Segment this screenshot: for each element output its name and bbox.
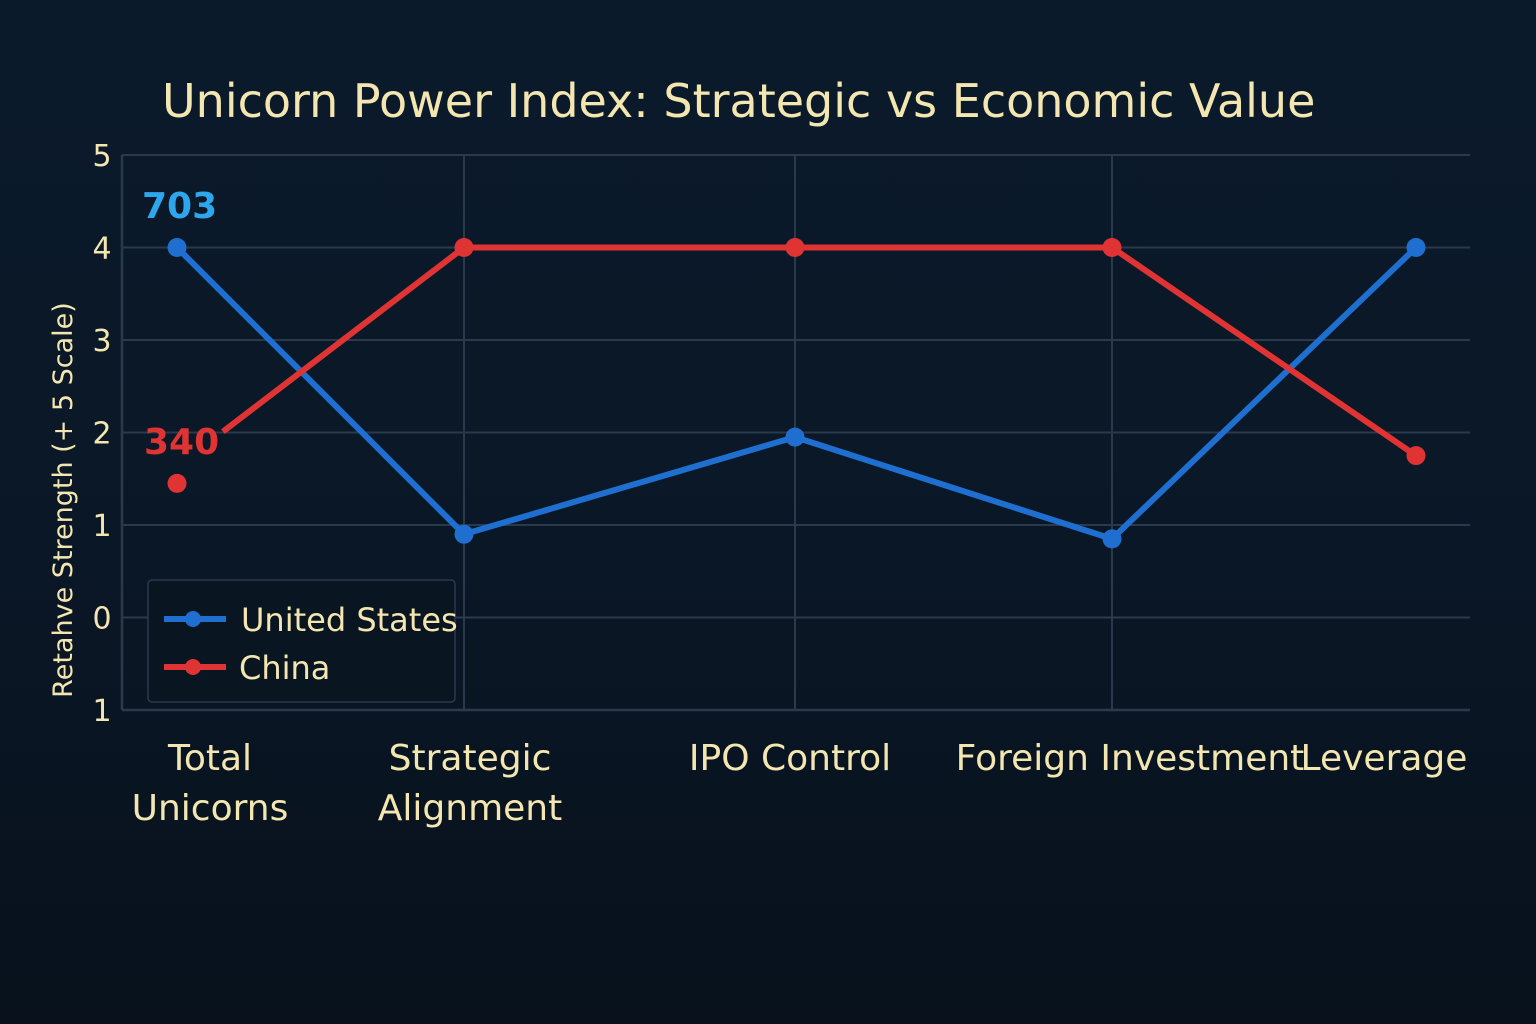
annotations: 703 340: [142, 186, 219, 463]
data-point: [1406, 238, 1426, 257]
data-point: [785, 427, 805, 447]
data-point: [167, 238, 187, 257]
x-category-labels: Total Unicorns Strategic Alignment IPO Contr…: [132, 738, 1468, 829]
data-label: 703: [142, 186, 217, 227]
data-label: 340: [144, 422, 219, 463]
y-tick-label: 1: [92, 509, 111, 544]
legend: United States China: [147, 579, 458, 703]
x-category-label: Strategic: [389, 738, 552, 779]
axis-layer: [120, 155, 1470, 712]
series-line-united-states: [174, 245, 1419, 542]
y-tick-label: 4: [92, 232, 111, 267]
y-tick-label: 3: [92, 324, 111, 359]
y-tick-label: 1: [92, 694, 111, 729]
data-point: [1102, 238, 1122, 257]
chart-title: Unicorn Power Index: Strategic vs Econom…: [162, 74, 1315, 128]
x-category-label: Foreign Investment: [956, 738, 1305, 779]
legend-label-us: United States: [241, 601, 458, 639]
series-line-china: [221, 244, 1418, 459]
y-tick-label: 0: [92, 602, 111, 637]
x-category-label: Unicorns: [132, 788, 289, 829]
data-point: [454, 524, 474, 544]
data-point: [1102, 529, 1122, 549]
series-layer: [167, 238, 1426, 549]
data-point: [785, 238, 805, 257]
legend-label-china: China: [239, 649, 330, 687]
x-category-label: IPO Control: [689, 738, 891, 779]
y-tick-label: 2: [92, 417, 111, 452]
data-point: [1406, 446, 1426, 466]
x-category-label: Leverage: [1301, 738, 1468, 779]
y-tick-label: 5: [92, 139, 111, 174]
y-axis-label: Retahve Strength (+ 5 Scale): [48, 302, 79, 698]
x-category-label: Total: [167, 738, 252, 779]
x-category-label: Alignment: [378, 788, 562, 829]
legend-box: [147, 579, 456, 703]
legend-marker-china: [185, 659, 201, 675]
data-point: [454, 238, 474, 257]
data-point: [167, 473, 187, 493]
y-tick-labels: 5 4 3 2 1 0 1: [92, 139, 111, 729]
legend-marker-us: [185, 611, 201, 627]
